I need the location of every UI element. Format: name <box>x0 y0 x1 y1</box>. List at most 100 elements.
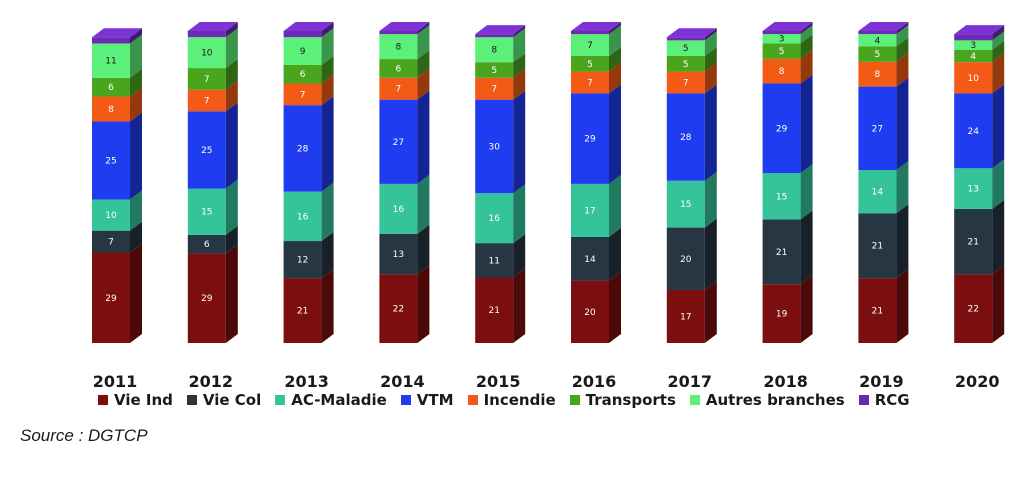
bar-2019-ac-maladie <box>858 170 897 214</box>
bar-2017-vie-col <box>666 227 705 290</box>
data-label: 7 <box>587 41 593 51</box>
bar-2019-transports <box>858 46 897 62</box>
bar-2016-autres-branches <box>571 34 609 56</box>
data-label: 15 <box>201 208 212 218</box>
legend-swatch <box>689 395 700 405</box>
legend-item-rcg: RCG <box>858 391 910 409</box>
bar-2011-incendie-side <box>130 87 142 122</box>
bar-2013-rcg-side <box>321 22 334 38</box>
bar-2011-autres-branches <box>92 43 130 78</box>
data-label: 21 <box>872 307 883 317</box>
bar-2020-vie-ind-side <box>992 265 1005 343</box>
data-label: 5 <box>491 66 497 76</box>
bar-2012-autres-branches-side <box>225 28 238 69</box>
bar-2020-vie-col-side <box>992 199 1005 275</box>
bar-2016-vtm <box>571 93 609 184</box>
data-label: 22 <box>393 305 404 315</box>
bar-2012-incendie <box>187 89 226 112</box>
bar-2019-vie-ind <box>858 278 897 343</box>
legend-item-vie-ind: Vie Ind <box>98 391 173 409</box>
bar-2013-rcg-top <box>283 22 334 31</box>
bar-2016-transports-side <box>609 46 621 72</box>
legend-swatch <box>275 395 286 405</box>
data-label: 14 <box>872 188 884 198</box>
bar-2015-rcg-side <box>513 25 526 38</box>
bar-2014-rcg-top <box>379 22 430 31</box>
bar-2017-transports <box>666 55 705 72</box>
data-label: 3 <box>779 35 785 45</box>
bar-2017-rcg-top <box>666 28 717 38</box>
bar-2016-vtm-side <box>609 84 621 184</box>
bar-2019-incendie-side <box>896 52 909 87</box>
bar-2013-vie-ind <box>283 278 322 343</box>
data-label: 25 <box>201 146 212 156</box>
bar-2013-incendie-side <box>321 74 334 106</box>
x-tick-label: 2011 <box>93 372 138 391</box>
legend-item-incendie: Incendie <box>467 391 556 409</box>
data-label: 5 <box>875 50 881 60</box>
data-label: 9 <box>300 47 306 57</box>
data-label: 5 <box>683 44 689 54</box>
data-label: 19 <box>776 310 788 320</box>
bar-2017-vie-ind <box>666 289 705 343</box>
bar-2020-rcg-side <box>992 25 1005 41</box>
data-label: 21 <box>872 242 883 252</box>
bar-2017-autres-branches <box>666 40 705 56</box>
data-label: 3 <box>970 41 976 51</box>
bar-2012-incendie-side <box>225 80 238 112</box>
bar-2012-autres-branches <box>187 37 226 69</box>
bar-2013-incendie <box>283 83 322 106</box>
bar-2020-ac-maladie <box>954 168 993 209</box>
bar-2017-ac-maladie-side <box>704 171 717 228</box>
bar-2012-rcg-side <box>225 22 238 38</box>
bar-2019-rcg-side <box>896 22 909 35</box>
bar-2016-vie-ind <box>571 280 609 343</box>
bar-2020-incendie-side <box>992 53 1005 94</box>
data-label: 14 <box>584 255 596 265</box>
bar-2012-vie-col <box>187 234 226 254</box>
bar-2011-vtm-side <box>130 112 142 200</box>
bar-2018-incendie <box>762 58 801 84</box>
bar-2019-vie-col <box>858 213 897 279</box>
data-label: 28 <box>297 144 309 154</box>
bar-2019-vtm <box>858 86 897 171</box>
data-label: 21 <box>297 307 308 317</box>
bar-2013-vie-ind-side <box>321 269 334 343</box>
data-label: 11 <box>105 57 116 67</box>
bar-2016-vie-ind-side <box>609 271 621 343</box>
bar-2014-vtm <box>379 99 418 184</box>
legend-item-transports: Transports <box>569 391 676 409</box>
bar-2016-incendie <box>571 71 609 94</box>
bar-2020-transports-side <box>992 40 1005 63</box>
bar-2016-ac-maladie-side <box>609 174 621 237</box>
bar-2013-rcg <box>283 31 322 38</box>
bar-2011-vie-ind <box>92 252 130 343</box>
bar-2015-vtm-side <box>513 90 526 194</box>
data-label: 12 <box>297 256 308 266</box>
bar-2011-vie-col <box>92 230 130 253</box>
data-label: 27 <box>872 124 883 134</box>
bar-2013-vie-col <box>283 241 322 279</box>
bar-2011-vtm <box>92 121 130 200</box>
data-label: 24 <box>967 127 979 137</box>
bar-2017-vie-ind-side <box>704 280 717 343</box>
legend-swatch <box>98 395 108 405</box>
bar-2020-incendie <box>954 62 993 94</box>
bar-2018-ac-maladie <box>762 173 801 220</box>
bar-2012-vie-ind <box>187 253 226 343</box>
bar-2019-ac-maladie-side <box>896 161 909 214</box>
bar-2018-vie-ind <box>762 284 801 343</box>
bar-2019-vie-col-side <box>896 204 909 279</box>
legend-item-autres-branches: Autres branches <box>689 391 845 409</box>
data-label: 7 <box>491 85 497 95</box>
bar-2018-autres-branches <box>762 34 801 44</box>
bar-2020-ac-maladie-side <box>992 159 1005 209</box>
bar-2020-autres-branches-side <box>992 31 1005 50</box>
bar-2015-ac-maladie-side <box>513 184 526 244</box>
data-label: 6 <box>108 83 114 93</box>
data-label: 20 <box>584 308 596 318</box>
bar-2018-rcg-side <box>800 22 813 35</box>
bar-2018-vtm <box>762 83 801 174</box>
bar-2013-ac-maladie-side <box>321 182 334 242</box>
data-label: 10 <box>201 49 213 59</box>
